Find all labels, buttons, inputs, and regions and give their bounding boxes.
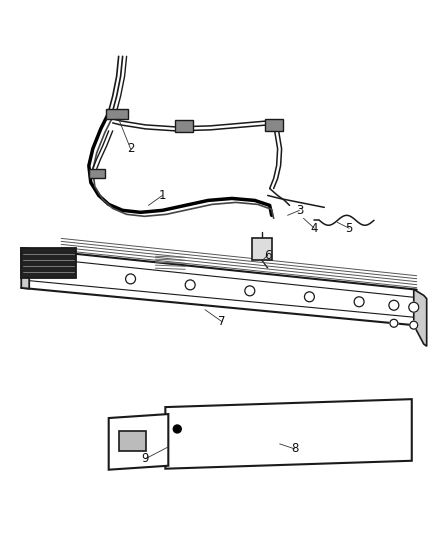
Text: 9: 9 — [142, 453, 149, 465]
Circle shape — [354, 297, 364, 307]
Bar — [175, 120, 193, 132]
Circle shape — [245, 286, 255, 296]
Bar — [119, 431, 146, 451]
Polygon shape — [165, 399, 412, 469]
Text: 6: 6 — [264, 248, 272, 262]
Text: 3: 3 — [296, 204, 303, 217]
Text: 4: 4 — [311, 222, 318, 235]
Text: 1: 1 — [159, 189, 166, 202]
Text: 7: 7 — [218, 315, 226, 328]
Circle shape — [126, 274, 135, 284]
Text: 2: 2 — [127, 142, 134, 155]
Bar — [252, 238, 272, 260]
Bar — [89, 168, 105, 177]
Text: 5: 5 — [346, 222, 353, 235]
Circle shape — [410, 321, 418, 329]
Bar — [106, 109, 127, 119]
Polygon shape — [21, 248, 29, 288]
Bar — [21, 248, 76, 278]
Circle shape — [304, 292, 314, 302]
Circle shape — [390, 319, 398, 327]
Text: 8: 8 — [291, 442, 298, 455]
Circle shape — [409, 302, 419, 312]
Polygon shape — [414, 289, 427, 346]
Bar — [265, 119, 283, 131]
Circle shape — [173, 425, 181, 433]
Polygon shape — [109, 414, 168, 470]
Circle shape — [185, 280, 195, 290]
Circle shape — [389, 300, 399, 310]
